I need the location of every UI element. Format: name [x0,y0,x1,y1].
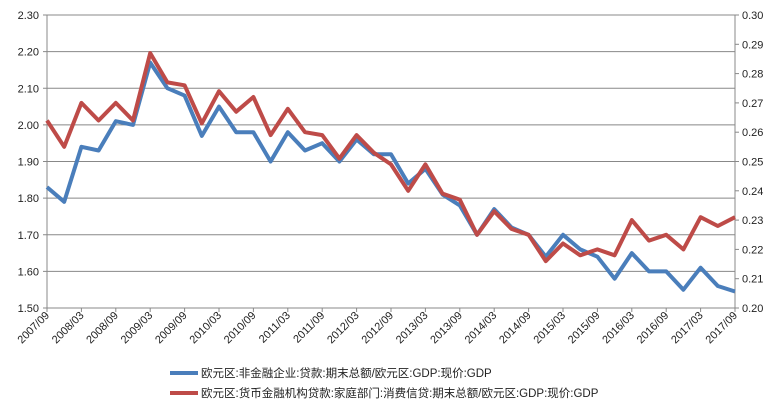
x-tick-label: 2011/09 [291,310,327,346]
right-tick-label: 0.27 [742,98,763,110]
x-tick-label: 2009/03 [119,310,156,347]
right-tick-label: 0.30 [742,10,763,22]
left-tick-label: 2.30 [18,10,39,22]
right-tick-label: 0.28 [742,69,763,81]
legend-swatch [170,371,198,375]
left-tick-label: 2.20 [18,47,39,59]
left-tick-label: 2.10 [18,83,39,95]
x-tick-label: 2012/03 [325,310,362,347]
x-tick-label: 2013/09 [428,310,465,347]
x-tick-label: 2009/09 [153,310,190,347]
right-tick-label: 0.23 [742,215,763,227]
legend-swatch [170,391,198,395]
left-tick-label: 2.00 [18,120,39,132]
left-tick-label: 1.50 [18,303,39,315]
series-line-0 [45,60,736,294]
x-tick-label: 2011/03 [257,310,293,346]
x-tick-label: 2015/03 [532,310,569,347]
x-tick-label: 2013/03 [394,310,431,347]
x-tick-label: 2008/03 [50,310,87,347]
x-tick-label: 2012/09 [360,310,397,347]
left-tick-label: 1.70 [18,230,39,242]
right-tick-label: 0.21 [742,274,763,286]
x-tick-label: 2014/03 [463,310,500,347]
x-tick-label: 2017/03 [669,310,706,347]
x-tick-label: 2016/03 [600,310,637,347]
left-tick-label: 1.80 [18,193,39,205]
right-tick-label: 0.20 [742,303,763,315]
x-tick-label: 2007/09 [16,310,53,347]
right-tick-label: 0.25 [742,157,763,169]
right-tick-label: 0.22 [742,244,763,256]
right-tick-label: 0.29 [742,39,763,51]
legend-label: 欧元区:货币金融机构贷款:家庭部门:消费信贷:期末总额/欧元区:GDP:现价:G… [201,388,599,400]
right-tick-label: 0.24 [742,186,763,198]
legend-label: 欧元区:非金融企业:贷款:期末总额/欧元区:GDP:现价:GDP [201,368,492,380]
x-tick-label: 2010/03 [188,310,225,347]
x-tick-label: 2008/09 [84,310,121,347]
left-tick-label: 1.90 [18,157,39,169]
x-tick-label: 2015/09 [566,310,603,347]
right-tick-label: 0.26 [742,127,763,139]
legend-item-nonfinancial: 欧元区:非金融企业:贷款:期末总额/欧元区:GDP:现价:GDP [170,365,492,381]
x-tick-label: 2017/09 [704,310,741,347]
legend-item-consumer-credit: 欧元区:货币金融机构贷款:家庭部门:消费信贷:期末总额/欧元区:GDP:现价:G… [170,385,598,401]
x-tick-label: 2010/09 [222,310,259,347]
left-tick-label: 1.60 [18,266,39,278]
x-tick-label: 2014/09 [497,310,534,347]
x-tick-label: 2016/09 [635,310,672,347]
